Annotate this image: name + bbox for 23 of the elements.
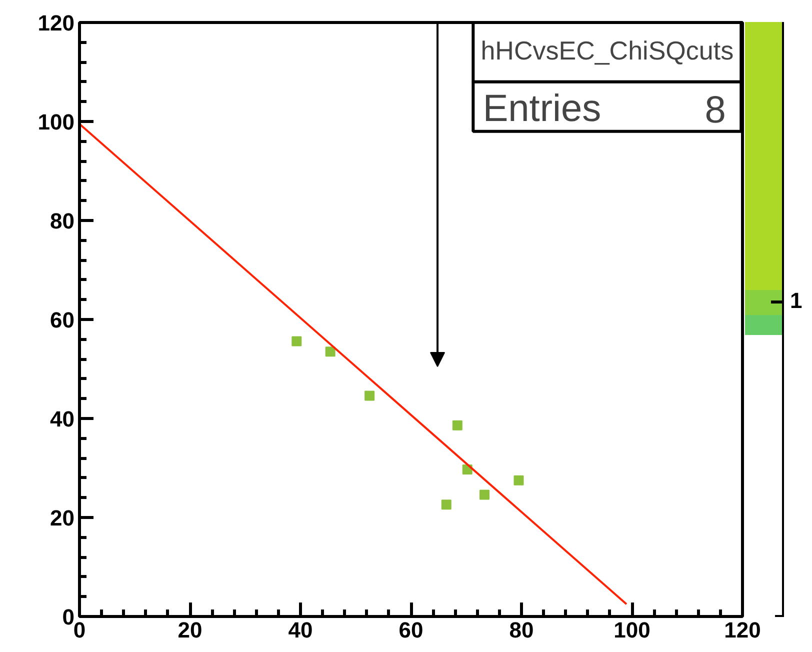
point: [514, 475, 524, 486]
point: [452, 420, 462, 430]
x-tick-label: 100: [614, 618, 650, 642]
x-tick-label: 20: [178, 618, 202, 642]
point: [479, 490, 490, 500]
point: [325, 346, 336, 357]
x-tick-label: 60: [398, 618, 424, 642]
y-tick-label: 100: [38, 110, 75, 134]
annotation: Entries: [482, 88, 602, 130]
x-tick-label: 80: [509, 618, 534, 642]
text: 1: [790, 288, 802, 313]
y-tick-label: 40: [50, 406, 75, 432]
text: hHCvsEC_ChiSQcuts: [480, 36, 734, 66]
point: [364, 390, 375, 401]
x-tick-label: 120: [724, 618, 761, 642]
annotation: 8: [704, 90, 726, 132]
point: [441, 500, 452, 510]
point: [292, 336, 302, 346]
y-tick-label: 60: [50, 308, 75, 332]
y-tick-label: 20: [50, 506, 75, 530]
y-tick-label: 120: [38, 10, 75, 36]
x-tick-label: 40: [288, 618, 313, 642]
y-tick-label: 80: [50, 208, 75, 234]
